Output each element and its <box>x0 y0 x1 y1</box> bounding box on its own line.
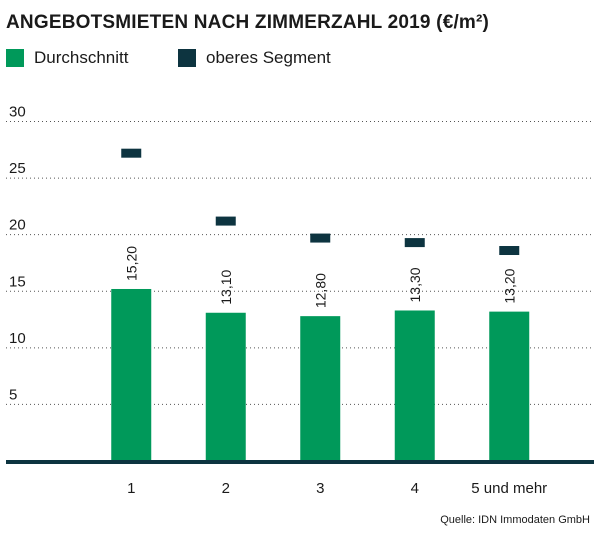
x-axis-baseline <box>6 460 594 464</box>
upper-segment-marker <box>310 233 331 243</box>
bar <box>394 310 435 461</box>
upper-segment-marker <box>499 246 520 256</box>
y-tick-label: 5 <box>9 386 17 403</box>
legend-label-average: Durchschnitt <box>34 48 129 67</box>
legend-item-upper-segment: oberes Segment <box>178 48 331 68</box>
bar <box>489 311 530 461</box>
legend-swatch-upper-segment <box>178 49 196 67</box>
bar-value-label: 15,20 <box>123 246 139 281</box>
x-tick-label: 2 <box>222 480 230 497</box>
y-tick-label: 30 <box>9 104 26 121</box>
y-tick-label: 20 <box>9 217 26 234</box>
x-tick-label: 3 <box>316 480 324 497</box>
upper-segment-marker <box>215 216 236 226</box>
chart-title: ANGEBOTSMIETEN NACH ZIMMERZAHL 2019 (€/m… <box>6 12 490 33</box>
bar-value-label: 13,20 <box>501 268 517 303</box>
y-tick-label: 25 <box>9 160 26 177</box>
bar-value-label: 12,80 <box>312 273 328 308</box>
legend-item-average: Durchschnitt <box>6 48 128 68</box>
bar-value-label: 13,10 <box>218 270 234 305</box>
upper-segment-marker <box>404 238 425 248</box>
x-tick-label: 1 <box>127 480 135 497</box>
legend-label-upper-segment: oberes Segment <box>206 48 331 67</box>
bar <box>205 312 246 461</box>
legend-swatch-average <box>6 49 24 67</box>
upper-segment-marker <box>121 148 142 158</box>
bar <box>111 288 152 461</box>
y-tick-label: 10 <box>9 330 26 347</box>
bar-value-label: 13,30 <box>407 267 423 302</box>
x-tick-label: 5 und mehr <box>471 480 547 497</box>
source-note: Quelle: IDN Immodaten GmbH <box>440 514 590 526</box>
x-tick-label: 4 <box>411 480 419 497</box>
y-tick-label: 15 <box>9 273 26 290</box>
bar <box>300 316 341 461</box>
